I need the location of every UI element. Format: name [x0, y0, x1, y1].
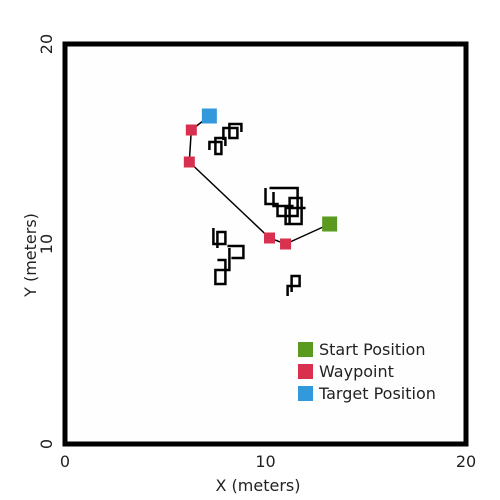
y-tick-labels: 0 10 20 [37, 34, 56, 449]
legend-label-target-position: Target Position [318, 384, 436, 403]
target-position-marker-0 [201, 108, 217, 124]
x-tick-10: 10 [255, 452, 275, 471]
legend-label-waypoint: Waypoint [319, 362, 394, 381]
waypoint-marker-3 [280, 238, 292, 250]
obstacle-7 [227, 244, 245, 260]
start-position-marker-0 [322, 216, 338, 232]
legend-label-start-position: Start Position [319, 340, 425, 359]
obstacle-2 [264, 186, 299, 218]
y-tick-20: 20 [37, 34, 56, 54]
waypoint-marker-2 [264, 232, 276, 244]
legend-swatch-waypoint [298, 364, 313, 379]
y-tick-0: 0 [37, 439, 56, 449]
waypoint-marker-1 [183, 156, 195, 168]
legend-swatch-target-position [298, 386, 313, 401]
legend: Start Position Waypoint Target Position [298, 340, 436, 403]
waypoint-marker-0 [185, 124, 197, 136]
y-axis-title: Y (meters) [21, 213, 40, 298]
obstacle-4 [272, 192, 294, 208]
x-tick-labels: 0 10 20 [60, 452, 476, 471]
obstacle-6 [214, 248, 231, 286]
markers-layer [183, 108, 338, 250]
obstacle-5 [212, 228, 227, 248]
plot-frame [62, 41, 469, 447]
legend-swatch-start-position [298, 342, 313, 357]
x-tick-20: 20 [456, 452, 476, 471]
x-axis-title: X (meters) [216, 476, 301, 495]
obstacles [208, 122, 306, 296]
obstacle-1 [222, 122, 243, 140]
y-tick-10: 10 [37, 234, 56, 254]
obstacle-8 [286, 274, 301, 296]
obstacle-3 [284, 196, 306, 226]
plot-background [65, 44, 466, 444]
x-tick-0: 0 [60, 452, 70, 471]
